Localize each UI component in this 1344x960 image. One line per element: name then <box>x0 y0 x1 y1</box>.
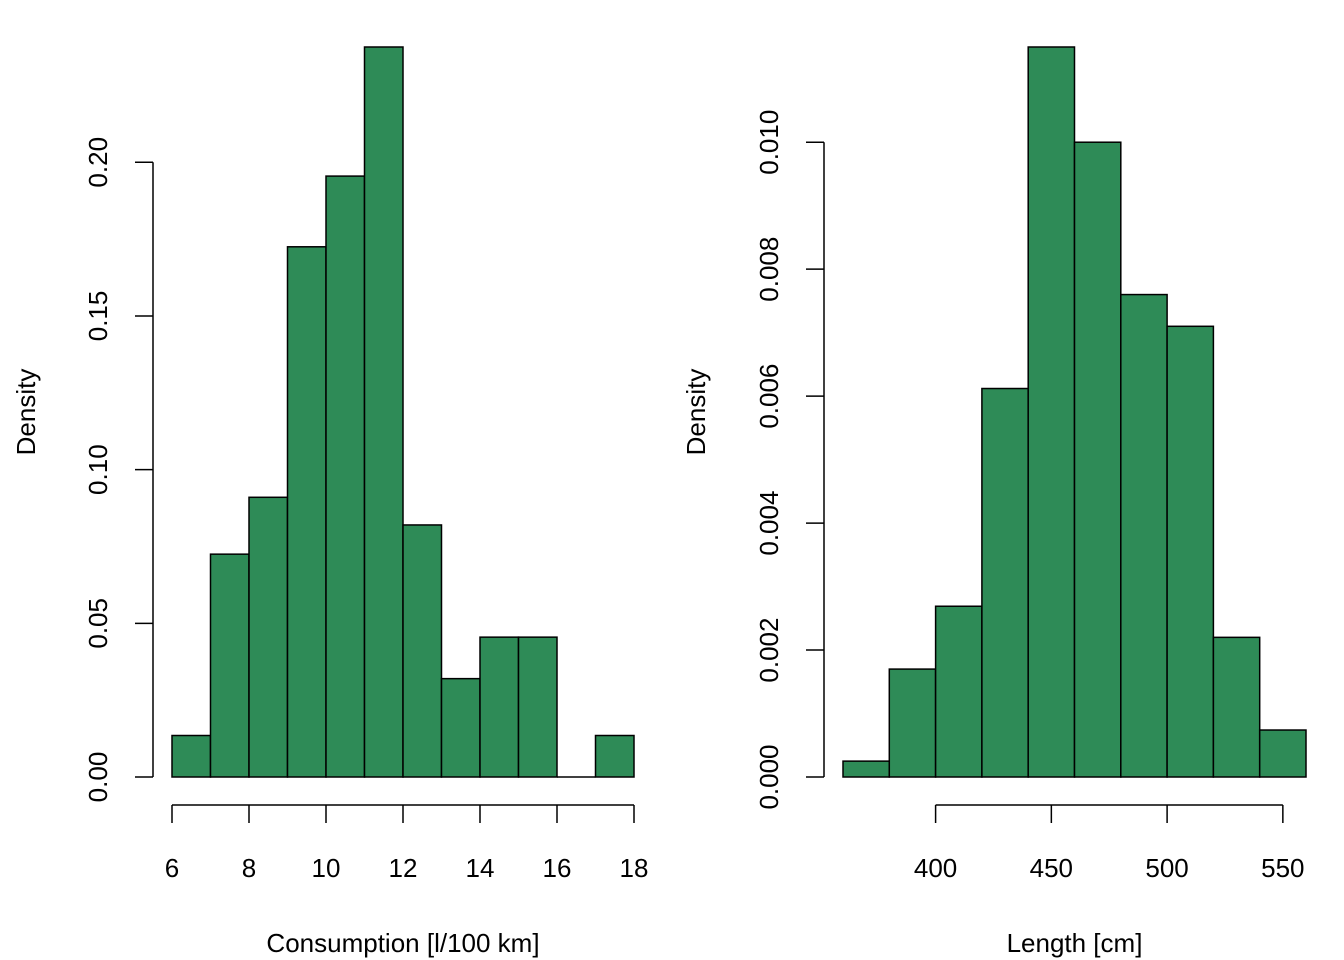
length-bar <box>842 760 891 778</box>
length-bar <box>1120 293 1168 778</box>
consumption-x-tick-label: 18 <box>620 853 649 883</box>
length-x-tick-label: 450 <box>1030 853 1073 883</box>
length-y-tick-label: 0.004 <box>754 491 784 556</box>
length-x-tick-label: 400 <box>914 853 957 883</box>
consumption-x-tick-label: 10 <box>312 853 341 883</box>
consumption-bar <box>171 734 212 778</box>
consumption-x-tick-label: 6 <box>165 853 179 883</box>
length-histogram-panel: 0.000 0.002 0.004 0.006 0.008 0.010 400 450 500… <box>681 46 1307 958</box>
consumption-histogram-panel: 0.00 0.05 0.10 0.15 0.20 6 8 10 12 14 16 18 Consum… <box>11 46 649 958</box>
consumption-x-tick-label: 12 <box>389 853 418 883</box>
length-y-axis: 0.000 0.002 0.004 0.006 0.008 0.010 <box>754 110 825 810</box>
length-bar <box>1073 141 1122 778</box>
length-y-tick-label: 0.010 <box>754 110 784 175</box>
consumption-bar <box>479 636 520 778</box>
length-y-tick-label: 0.002 <box>754 618 784 683</box>
length-bar <box>1212 636 1261 778</box>
length-bar <box>1258 729 1307 778</box>
consumption-bar <box>402 524 443 778</box>
length-x-tick-label: 500 <box>1145 853 1188 883</box>
consumption-y-tick-label: 0.05 <box>83 598 113 649</box>
consumption-bar <box>248 496 289 778</box>
length-x-tick-label: 550 <box>1261 853 1304 883</box>
consumption-bar <box>517 636 558 778</box>
length-x-axis: 400 450 500 550 <box>914 804 1305 883</box>
consumption-bar <box>440 677 481 778</box>
consumption-bar <box>363 46 404 778</box>
length-bar <box>934 605 983 778</box>
length-bar <box>981 387 1029 778</box>
length-bar <box>888 668 937 778</box>
consumption-y-tick-label: 0.15 <box>83 291 113 342</box>
length-y-tick-label: 0.006 <box>754 364 784 429</box>
consumption-bar <box>594 734 635 778</box>
consumption-x-axis: 6 8 10 12 14 16 18 <box>165 804 649 883</box>
consumption-y-tick-label: 0.10 <box>83 444 113 495</box>
length-y-axis-title: Density <box>681 369 711 456</box>
length-bar <box>1166 325 1215 778</box>
consumption-y-axis-title: Density <box>11 369 41 456</box>
length-bars <box>842 46 1307 778</box>
consumption-x-tick-label: 16 <box>543 853 572 883</box>
consumption-bar <box>209 553 250 778</box>
consumption-bar <box>325 175 366 778</box>
consumption-x-tick-label: 14 <box>466 853 495 883</box>
consumption-bar <box>286 246 327 778</box>
consumption-y-tick-label: 0.20 <box>83 137 113 188</box>
length-y-tick-label: 0.000 <box>754 744 784 809</box>
consumption-y-axis: 0.00 0.05 0.10 0.15 0.20 <box>83 137 154 803</box>
length-x-axis-title: Length [cm] <box>1007 928 1143 958</box>
consumption-y-tick-label: 0.00 <box>83 752 113 803</box>
length-bar <box>1027 46 1076 778</box>
consumption-x-tick-label: 8 <box>242 853 256 883</box>
consumption-x-axis-title: Consumption [l/100 km] <box>266 928 539 958</box>
consumption-bars <box>171 46 635 778</box>
length-y-tick-label: 0.008 <box>754 237 784 302</box>
